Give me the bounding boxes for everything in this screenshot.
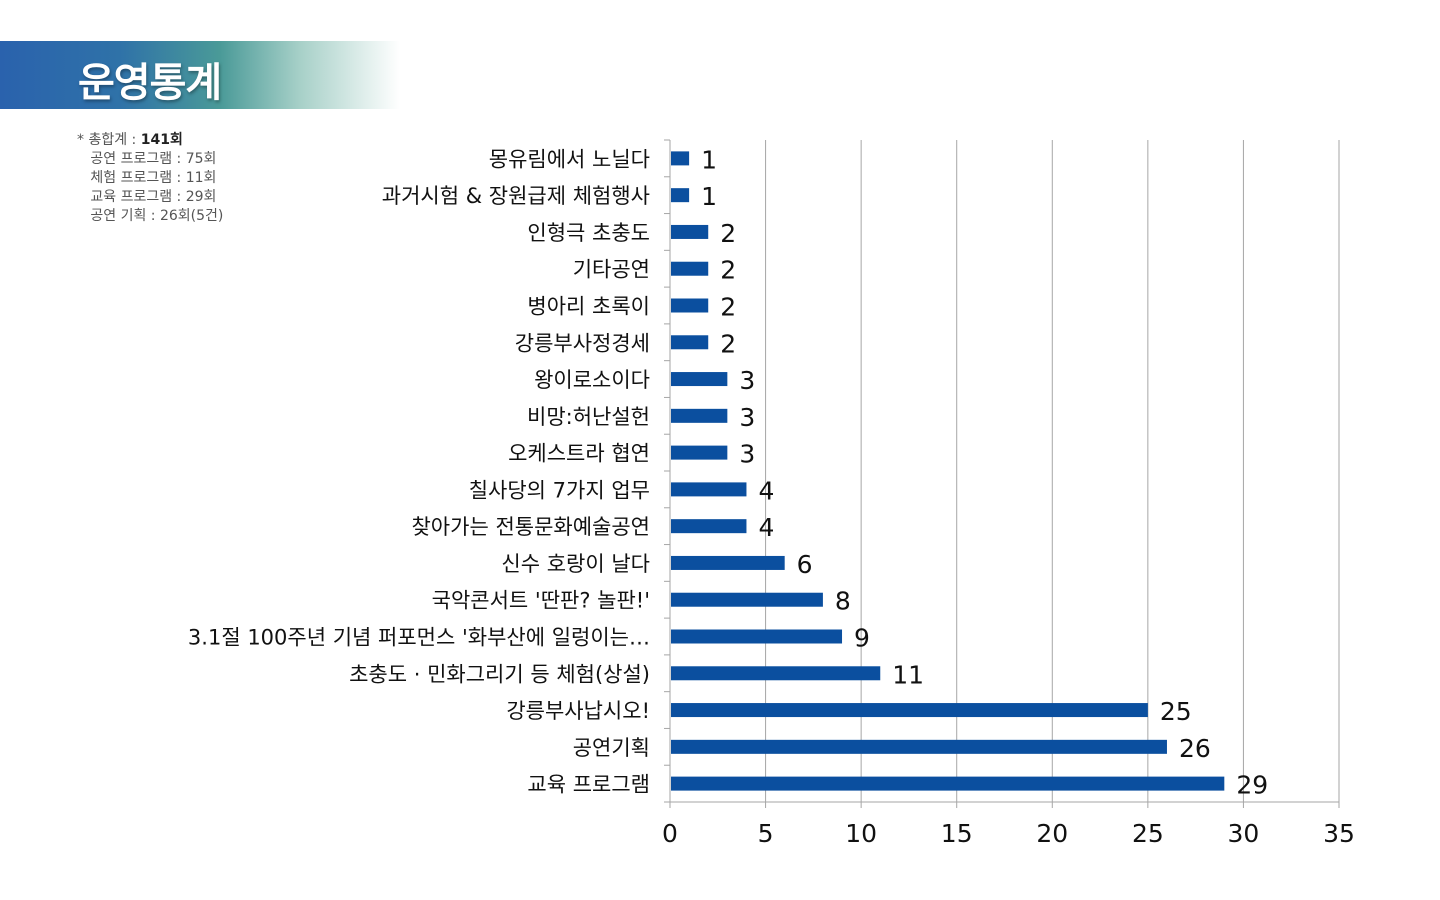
data-label: 1 bbox=[701, 182, 717, 211]
x-tick-label: 10 bbox=[845, 819, 877, 848]
x-tick-label: 5 bbox=[758, 819, 774, 848]
x-tick-label: 0 bbox=[662, 819, 678, 848]
bar bbox=[671, 445, 728, 460]
bar bbox=[671, 224, 709, 239]
category-label: 비망:허난설헌 bbox=[527, 405, 650, 429]
bar bbox=[671, 372, 728, 387]
data-label: 11 bbox=[892, 660, 924, 689]
category-label: 오케스트라 협연 bbox=[508, 442, 650, 466]
bar bbox=[671, 629, 843, 644]
title-banner bbox=[0, 41, 400, 109]
x-tick-label: 35 bbox=[1323, 819, 1355, 848]
summary-line: 체험 프로그램 : 11회 bbox=[77, 169, 223, 188]
data-label: 8 bbox=[835, 587, 851, 616]
summary-total-value: 141회 bbox=[140, 132, 183, 148]
x-tick-label: 30 bbox=[1228, 819, 1260, 848]
category-label: 3.1절 100주년 기념 퍼포먼스 '화부산에 일렁이는… bbox=[188, 626, 650, 650]
bar bbox=[671, 298, 709, 313]
category-label: 왕이로소이다 bbox=[534, 368, 650, 392]
data-label: 26 bbox=[1179, 734, 1211, 763]
summary-line-text: 교육 프로그램 : 29회 bbox=[90, 189, 217, 205]
category-label: 신수 호랑이 날다 bbox=[501, 552, 650, 576]
data-label: 9 bbox=[854, 624, 870, 653]
x-tick-label: 20 bbox=[1036, 819, 1068, 848]
data-label: 2 bbox=[720, 293, 736, 322]
category-label: 인형극 초충도 bbox=[527, 221, 650, 245]
bar bbox=[671, 335, 709, 350]
data-label: 3 bbox=[739, 440, 755, 469]
category-label: 국악콘서트 '딴판? 놀판!' bbox=[432, 589, 650, 613]
bar bbox=[671, 666, 881, 681]
bar bbox=[671, 555, 785, 570]
category-label: 찾아가는 전통문화예술공연 bbox=[411, 515, 650, 539]
data-label: 29 bbox=[1236, 771, 1268, 800]
bar bbox=[671, 739, 1167, 754]
summary-line-text: 공연 프로그램 : 75회 bbox=[90, 151, 217, 167]
bar bbox=[671, 408, 728, 423]
data-label: 4 bbox=[758, 513, 774, 542]
category-label: 기타공연 bbox=[573, 258, 650, 282]
page-title: 운영통계 bbox=[78, 60, 222, 106]
data-label: 2 bbox=[720, 219, 736, 248]
data-label: 2 bbox=[720, 256, 736, 285]
data-label: 3 bbox=[739, 366, 755, 395]
summary-total: * 총합계 : 141회 bbox=[77, 131, 223, 150]
bar bbox=[671, 592, 823, 607]
bar bbox=[671, 188, 690, 203]
summary-line-text: 체험 프로그램 : 11회 bbox=[90, 170, 217, 186]
bar bbox=[671, 519, 747, 534]
bar bbox=[671, 261, 709, 276]
data-label: 1 bbox=[701, 145, 717, 174]
category-label: 몽유림에서 노닐다 bbox=[489, 147, 650, 171]
summary-line-text: 공연 기획 : 26회(5건) bbox=[90, 208, 224, 224]
data-label: 3 bbox=[739, 403, 755, 432]
data-label: 6 bbox=[797, 550, 813, 579]
category-label: 강릉부사정경세 bbox=[515, 331, 650, 355]
summary-box: * 총합계 : 141회 공연 프로그램 : 75회 체험 프로그램 : 11회… bbox=[77, 131, 223, 226]
category-label: 강릉부사납시오! bbox=[506, 699, 650, 723]
category-label: 병아리 초록이 bbox=[527, 295, 650, 319]
bar bbox=[671, 482, 747, 497]
category-label: 교육 프로그램 bbox=[527, 773, 650, 797]
summary-line: 공연 기획 : 26회(5건) bbox=[77, 207, 223, 226]
data-label: 2 bbox=[720, 329, 736, 358]
summary-line: 공연 프로그램 : 75회 bbox=[77, 150, 223, 169]
category-label: 초충도 · 민화그리기 등 체험(상설) bbox=[349, 662, 650, 686]
category-label: 칠사당의 7가지 업무 bbox=[469, 478, 650, 502]
data-label: 4 bbox=[758, 476, 774, 505]
summary-total-label: * 총합계 : bbox=[77, 132, 141, 148]
x-tick-label: 15 bbox=[941, 819, 973, 848]
x-tick-label: 25 bbox=[1132, 819, 1164, 848]
bar bbox=[671, 151, 690, 166]
data-label: 25 bbox=[1160, 697, 1192, 726]
bar bbox=[671, 703, 1148, 718]
category-label: 공연기획 bbox=[573, 736, 650, 760]
summary-line: 교육 프로그램 : 29회 bbox=[77, 188, 223, 207]
category-label: 과거시험 & 장원급제 체험행사 bbox=[382, 184, 650, 208]
bar bbox=[671, 776, 1225, 791]
